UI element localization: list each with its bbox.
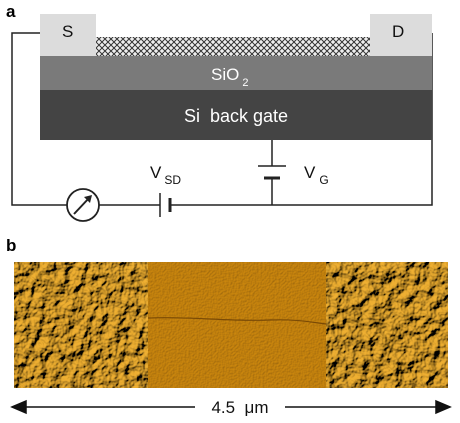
figure: a S D SiO2 Si back gate VSD VG b [0, 0, 460, 418]
vsd-sub: SD [164, 173, 181, 187]
oxide-sub: 2 [242, 77, 248, 89]
oxide-text: SiO [211, 65, 239, 84]
afm-image [14, 262, 448, 388]
battery-sd [160, 193, 170, 217]
vsd-text: V [150, 163, 162, 182]
panel-label: b [6, 236, 16, 255]
vg-text: V [304, 163, 316, 182]
nanotube [96, 37, 370, 56]
battery-gate [258, 166, 286, 178]
source-label: S [62, 22, 73, 41]
panel-label: a [6, 2, 16, 21]
ammeter [67, 189, 99, 221]
vg-sub: G [319, 173, 328, 187]
drain-label: D [392, 22, 404, 41]
scale-label: 4.5 μm [211, 398, 268, 417]
gate-label: Si back gate [184, 106, 288, 126]
